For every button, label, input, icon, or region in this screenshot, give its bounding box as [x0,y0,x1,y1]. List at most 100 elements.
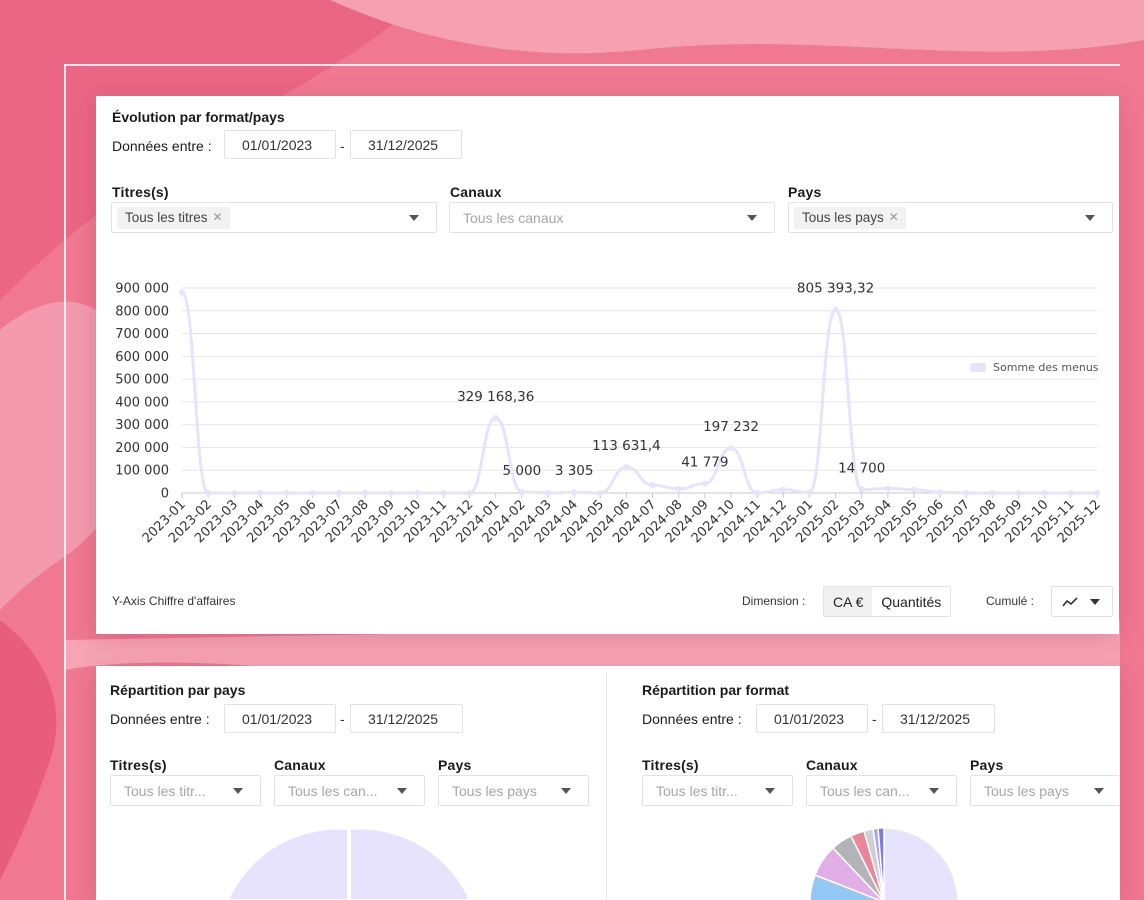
repartition-format-pays-select[interactable]: Tous les pays [970,775,1120,806]
data-point[interactable] [1015,490,1022,496]
data-point[interactable] [492,415,499,422]
data-point[interactable] [701,480,708,487]
chevron-down-icon [929,788,939,794]
data-label: 329 168,36 [457,389,534,405]
legend-label: Somme des menus [993,361,1099,374]
data-point[interactable] [989,490,996,496]
canaux-placeholder: Tous les canaux [463,210,564,226]
tag-remove-icon[interactable]: ✕ [888,210,899,224]
pie-slice[interactable] [883,827,959,900]
cumule-select[interactable] [1051,586,1113,617]
data-point[interactable] [911,486,917,493]
x-axis-labels: 2023-012023-022023-032023-042023-052023-… [140,497,1104,546]
data-label: 3 305 [555,463,594,479]
data-point[interactable] [728,445,734,452]
repartition-format-pays-label: Pays [970,757,1004,773]
y-tick-label: 500 000 [115,373,169,388]
y-tick-label: 600 000 [115,350,169,365]
data-point[interactable] [257,490,264,496]
evolution-pays-select[interactable]: Tous les pays ✕ [788,202,1113,233]
y-tick-label: 300 000 [115,418,169,433]
repartition-format-date-from[interactable]: 01/01/2023 [756,704,868,733]
repartition-format-canaux-label: Canaux [806,757,858,773]
data-point[interactable] [388,490,395,496]
dimension-quantites-button[interactable]: Quantités [881,594,942,610]
chevron-down-icon [561,788,571,794]
data-point[interactable] [179,289,185,296]
data-point[interactable] [414,490,421,496]
data-point[interactable] [205,490,212,496]
chevron-down-icon [1094,788,1104,794]
data-point[interactable] [675,485,682,492]
dimension-toggle: CA € Quantités [823,586,952,617]
repartition-pays-pays-select[interactable]: Tous les pays [438,775,589,806]
canaux-placeholder: Tous les can... [288,783,378,799]
evolution-canaux-label: Canaux [450,184,502,200]
titres-placeholder: Tous les titr... [656,783,738,799]
data-point[interactable] [545,490,551,496]
pie-slice[interactable] [226,827,349,900]
y-tick-label: 200 000 [115,441,169,456]
evolution-titres-label: Titres(s) [112,184,169,200]
repartition-card: Répartition par pays Données entre : 01/… [96,666,1120,900]
data-point[interactable] [309,490,316,496]
y-axis-caption: Y-Axis Chiffre d'affaires [112,594,236,608]
data-point[interactable] [780,486,787,493]
data-point[interactable] [1067,490,1074,496]
data-point[interactable] [754,490,761,496]
data-labels: 329 168,36 5 000 3 305 113 631,4 41 779 197 2… [457,281,885,480]
y-tick-label: 700 000 [115,327,169,342]
evolution-canaux-select[interactable]: Tous les canaux [449,202,775,233]
pie-slice[interactable] [877,827,885,900]
data-point[interactable] [571,489,578,496]
dimension-ca-button[interactable]: CA € [824,587,873,616]
repartition-format-titres-select[interactable]: Tous les titr... [642,775,793,806]
pays-tag: Tous les pays ✕ [794,207,906,229]
data-label: 805 393,32 [797,281,874,297]
evolution-pays-label: Pays [788,184,822,200]
repartition-pays-date-from[interactable]: 01/01/2023 [224,704,336,733]
data-point[interactable] [1094,490,1100,496]
titres-tag: Tous les titres ✕ [117,207,230,229]
data-point[interactable] [937,489,944,496]
data-point[interactable] [623,464,630,471]
repartition-pays-date-separator: - [340,711,345,727]
y-tick-label: 100 000 [115,464,169,479]
evolution-titres-select[interactable]: Tous les titres ✕ [111,202,437,233]
evolution-date-from[interactable]: 01/01/2023 [224,130,336,159]
evolution-dates-label: Données entre : [112,138,212,154]
chevron-down-icon [397,788,407,794]
data-point[interactable] [884,485,891,492]
data-point[interactable] [440,490,447,496]
chart-legend[interactable]: Somme des menus [970,361,1099,374]
data-point[interactable] [466,490,473,496]
series-somme-des-menus [179,289,1100,496]
data-point[interactable] [518,488,525,495]
repartition-pays-canaux-select[interactable]: Tous les can... [274,775,425,806]
format-pie-chart [809,827,959,900]
data-point[interactable] [362,490,368,496]
data-point[interactable] [649,482,656,489]
data-point[interactable] [335,490,342,496]
repartition-pays-titres-select[interactable]: Tous les titr... [110,775,261,806]
evolution-title: Évolution par format/pays [112,109,285,125]
data-point[interactable] [858,486,865,493]
data-point[interactable] [231,490,238,496]
data-label: 197 232 [703,419,759,435]
evolution-card: Évolution par format/pays Données entre … [96,96,1119,634]
data-point[interactable] [597,490,604,496]
data-point[interactable] [963,490,970,496]
data-point[interactable] [832,306,839,313]
data-point[interactable] [283,490,290,496]
data-point[interactable] [806,489,813,496]
legend-swatch [970,363,986,372]
repartition-format-dates-label: Données entre : [642,711,742,727]
tag-remove-icon[interactable]: ✕ [212,210,223,224]
repartition-pays-date-to[interactable]: 31/12/2025 [350,704,463,733]
repartition-format-date-to[interactable]: 31/12/2025 [882,704,995,733]
repartition-format-canaux-select[interactable]: Tous les can... [806,775,957,806]
data-point[interactable] [1041,490,1048,496]
evolution-date-to[interactable]: 31/12/2025 [350,130,462,159]
pays-placeholder: Tous les pays [452,783,537,799]
pie-slice[interactable] [349,827,472,900]
